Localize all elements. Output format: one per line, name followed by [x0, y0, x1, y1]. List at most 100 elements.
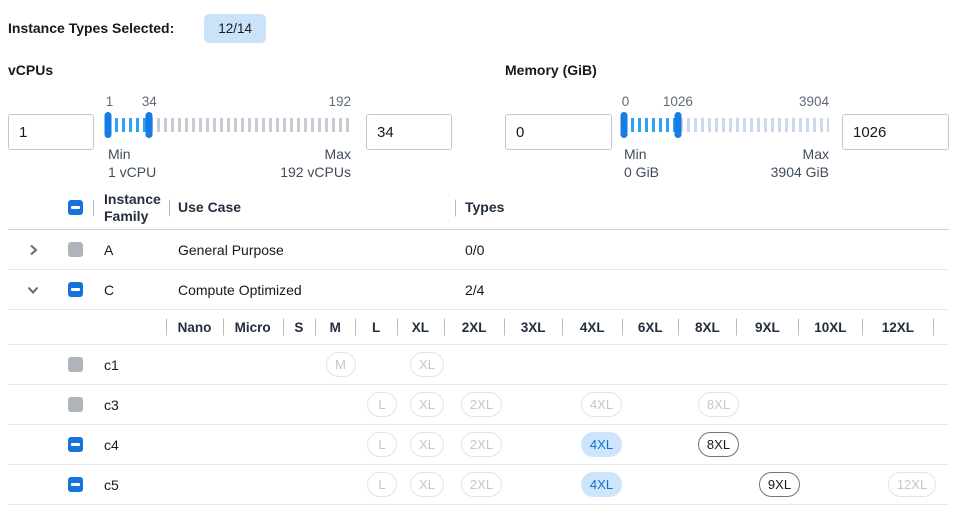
selected-count-badge: 12/14: [204, 13, 267, 43]
size-badge-c3-2xl: 2XL: [460, 392, 503, 417]
vcpus-minmax-labels: Min 1 vCPU Max 192 vCPUs: [108, 145, 351, 181]
size-badge-c5-l: L: [367, 472, 397, 497]
size-badge-c5-xl: XL: [410, 472, 444, 497]
vcpus-slider: 1 34 192 Min 1 vCPU Max: [104, 94, 351, 181]
family-row-C: C Compute Optimized 2/4: [8, 270, 949, 310]
size-column-3xl: 3XL: [504, 310, 562, 344]
min-value: 0 GiB: [624, 164, 660, 180]
size-column-8xl: 8XL: [678, 310, 736, 344]
memory-minmax-labels: Min 0 GiB Max 3904 GiB: [624, 145, 829, 181]
scale-current-label: 34: [141, 94, 157, 109]
types-count: 0/0: [465, 241, 485, 258]
size-badge-c5-12xl: 12XL: [887, 472, 937, 497]
select-all-checkbox[interactable]: [68, 200, 83, 215]
slider-selected-ticks: [108, 118, 150, 132]
size-badge-c4-4xl[interactable]: 4XL: [580, 432, 623, 457]
memory-filter: Memory (GiB) 0 1026 3904 Min: [505, 62, 949, 181]
size-column-m: M: [315, 310, 355, 344]
size-badge-c5-9xl[interactable]: 9XL: [758, 472, 801, 497]
vcpus-min-input[interactable]: [8, 114, 94, 150]
slider-ticks: [108, 118, 351, 132]
column-header-types: Types: [455, 199, 949, 215]
type-checkbox-c3: [68, 397, 83, 412]
max-value: 3904 GiB: [770, 164, 829, 180]
memory-slider: 0 1026 3904 Min 0 GiB Max: [620, 94, 829, 181]
scale-high-label: 3904: [798, 94, 829, 109]
vcpus-slider-scale: 1 34 192: [105, 94, 351, 112]
memory-slider-track: [620, 112, 829, 138]
family-checkbox-C[interactable]: [68, 282, 83, 297]
vcpus-slider-handle-min[interactable]: [104, 112, 112, 138]
table-header-row: Instance Family Use Case Types: [8, 186, 949, 230]
instance-type-row-c1: c1 M XL: [8, 345, 949, 385]
size-badge-c4-2xl: 2XL: [460, 432, 503, 457]
size-badge-c3-l: L: [367, 392, 397, 417]
instance-type-name: c5: [104, 476, 119, 493]
min-label: Min: [108, 146, 131, 162]
size-column-l: L: [355, 310, 396, 344]
size-badge-c4-8xl[interactable]: 8XL: [697, 432, 740, 457]
types-count: 2/4: [465, 281, 485, 298]
instance-type-row-c3: c3 L XL 2XL 4XL 8XL: [8, 385, 949, 425]
column-header-use-case: Use Case: [169, 199, 455, 215]
size-badge-c5-4xl[interactable]: 4XL: [580, 472, 623, 497]
memory-slider-handle-min[interactable]: [620, 112, 628, 138]
instance-types-selected-label: Instance Types Selected:: [8, 20, 175, 36]
memory-slider-scale: 0 1026 3904: [621, 94, 829, 112]
instance-type-name: c4: [104, 436, 119, 453]
instance-family-table: Instance Family Use Case Types A General…: [8, 186, 949, 505]
memory-label: Memory (GiB): [505, 62, 597, 78]
size-badge-c4-xl: XL: [410, 432, 444, 457]
vcpus-slider-handle-max[interactable]: [145, 112, 153, 138]
size-header-row: Nano Micro S M L XL 2XL 3XL 4XL 6XL 8XL 9XL 10XL 12XL: [8, 310, 949, 345]
vcpus-slider-track: [104, 112, 351, 138]
use-case-value: General Purpose: [178, 241, 284, 258]
instance-types-selected-bar: Instance Types Selected: 12/14: [8, 10, 949, 46]
type-checkbox-c5[interactable]: [68, 477, 83, 492]
size-column-nano: Nano: [166, 310, 222, 344]
size-column-6xl: 6XL: [622, 310, 678, 344]
memory-min-input[interactable]: [505, 114, 612, 150]
family-name: A: [104, 241, 114, 258]
max-value: 192 vCPUs: [280, 164, 351, 180]
scale-low-label: 1: [105, 94, 114, 109]
family-checkbox-A: [68, 242, 83, 257]
size-column-micro: Micro: [223, 310, 283, 344]
max-label: Max: [324, 146, 351, 162]
memory-slider-handle-max[interactable]: [674, 112, 682, 138]
type-checkbox-c1: [68, 357, 83, 372]
size-column-s: S: [283, 310, 315, 344]
memory-max-input[interactable]: [842, 114, 949, 150]
chevron-down-icon[interactable]: [25, 282, 41, 298]
use-case-value: Compute Optimized: [178, 281, 302, 298]
size-badge-c1-m: M: [325, 352, 356, 377]
size-badge-c3-4xl: 4XL: [580, 392, 623, 417]
instance-type-row-c4: c4 L XL 2XL 4XL 8XL: [8, 425, 949, 465]
column-header-instance-family: Instance Family: [93, 191, 169, 223]
instance-type-row-c5: c5 L XL 2XL 4XL 9XL 12XL: [8, 465, 949, 505]
slider-selected-ticks: [624, 118, 678, 132]
size-badge-c5-2xl: 2XL: [460, 472, 503, 497]
size-column-9xl: 9XL: [736, 310, 798, 344]
max-label: Max: [802, 146, 829, 162]
scale-low-label: 0: [621, 94, 630, 109]
size-badge-c4-l: L: [367, 432, 397, 457]
min-value: 1 vCPU: [108, 164, 157, 180]
scale-high-label: 192: [328, 94, 351, 109]
instance-type-name: c3: [104, 396, 119, 413]
filters-section: vCPUs 1 34 192 Min 1 vCPU: [8, 62, 949, 181]
size-column-10xl: 10XL: [798, 310, 862, 344]
vcpus-filter: vCPUs 1 34 192 Min 1 vCPU: [8, 62, 452, 181]
family-name: C: [104, 281, 115, 298]
family-row-A: A General Purpose 0/0: [8, 230, 949, 270]
vcpus-max-input[interactable]: [366, 114, 452, 150]
min-label: Min: [624, 146, 647, 162]
type-checkbox-c4[interactable]: [68, 437, 83, 452]
size-column-2xl: 2XL: [444, 310, 504, 344]
vcpus-label: vCPUs: [8, 62, 54, 78]
size-column-12xl: 12XL: [862, 310, 933, 344]
size-column-xl: XL: [397, 310, 444, 344]
size-header-end-separator: [933, 310, 949, 344]
chevron-right-icon[interactable]: [25, 242, 41, 258]
size-badge-c1-xl: XL: [410, 352, 444, 377]
